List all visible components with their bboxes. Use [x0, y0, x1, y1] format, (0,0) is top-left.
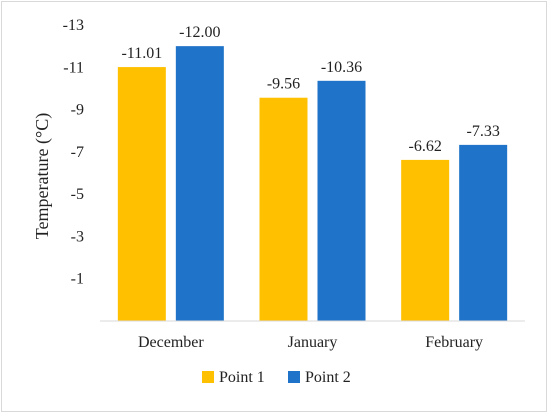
y-tick-label: -13 — [63, 17, 84, 34]
x-category-label: February — [425, 334, 483, 351]
bar-point-1-december — [117, 67, 166, 322]
data-label: -7.33 — [467, 123, 500, 140]
bar-point-2-january — [317, 80, 366, 322]
legend-label: Point 1 — [219, 369, 265, 386]
data-label: -11.01 — [121, 45, 162, 62]
legend-label: Point 2 — [305, 369, 351, 386]
y-tick-label: -5 — [71, 186, 84, 203]
y-axis-label: Temperature (°C) — [32, 113, 53, 239]
bar-point-1-january — [259, 97, 308, 321]
legend: Point 1 Point 2 — [202, 369, 351, 386]
y-axis-ticks: -1 -3 -5 -7 -9 -11 -13 — [63, 17, 84, 288]
data-label: -10.36 — [321, 59, 362, 76]
y-tick-label: -3 — [71, 228, 84, 245]
bar-point-1-february — [401, 159, 450, 321]
bars — [117, 46, 508, 322]
data-label: -6.62 — [409, 138, 442, 155]
x-category-label: January — [288, 334, 338, 351]
bar-point-2-december — [175, 46, 224, 322]
y-tick-label: -1 — [71, 271, 84, 288]
data-label: -12.00 — [179, 24, 220, 41]
y-tick-label: -9 — [71, 102, 84, 119]
x-category-label: December — [138, 334, 204, 351]
data-label: -9.56 — [267, 76, 300, 93]
data-labels: -11.01 -12.00 -9.56 -10.36 -6.62 -7.33 — [121, 24, 499, 155]
bar-point-2-february — [459, 144, 508, 321]
y-tick-label: -11 — [63, 59, 84, 76]
legend-swatch — [202, 371, 214, 383]
y-tick-label: -7 — [71, 144, 84, 161]
legend-swatch — [288, 371, 300, 383]
x-axis-categories: December January February — [138, 334, 483, 351]
